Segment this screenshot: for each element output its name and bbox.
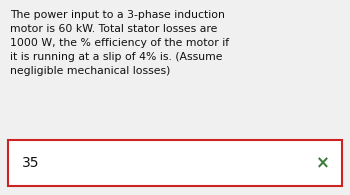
Text: The power input to a 3-phase induction
motor is 60 kW. Total stator losses are
1: The power input to a 3-phase induction m… — [10, 10, 229, 76]
Text: 35: 35 — [22, 156, 40, 170]
FancyBboxPatch shape — [8, 140, 342, 186]
Text: ×: × — [316, 154, 330, 172]
